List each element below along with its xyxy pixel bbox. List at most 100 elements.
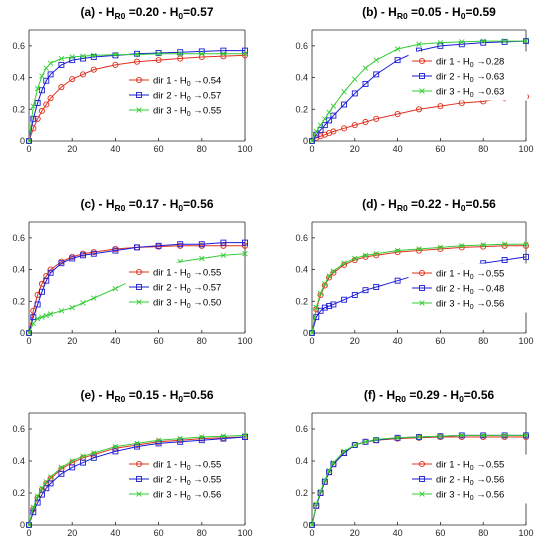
data-point: [394, 57, 401, 64]
legend-label-value: →0.63: [474, 72, 505, 83]
legend-label-subscript: 0: [187, 81, 191, 88]
data-point: [90, 451, 97, 458]
legend-entry: dir 2 - H0 →0.63: [412, 72, 504, 85]
x-tick-label: 0: [26, 144, 31, 154]
y-tick-label: 0.2: [12, 296, 25, 306]
data-point: [415, 106, 423, 113]
data-point: [326, 273, 332, 279]
x-tick-label: 40: [393, 528, 403, 538]
chart-title-sub2: 0: [178, 11, 183, 21]
data-point: [34, 85, 41, 92]
legend-label: dir 2 - H0 →0.57: [153, 91, 221, 104]
data-point: [26, 522, 32, 528]
data-point: [30, 509, 37, 516]
legend-label-subscript: 0: [470, 92, 474, 99]
data-point: [91, 450, 97, 456]
data-point: [313, 501, 319, 507]
data-point: [341, 448, 347, 455]
series-line: [311, 40, 527, 142]
y-tick-label: 0.4: [295, 73, 308, 83]
y-tick-label: 0.2: [295, 296, 308, 306]
data-point: [317, 307, 324, 314]
data-point: [373, 436, 379, 443]
legend-marker: [135, 76, 143, 84]
data-series: [308, 93, 530, 145]
data-point: [155, 242, 162, 249]
legend-label-value: →0.55: [191, 475, 222, 486]
legend-label-text: dir 2 - H: [153, 283, 187, 294]
data-point: [91, 295, 97, 301]
x-tick-label: 40: [393, 336, 403, 346]
data-point: [30, 504, 37, 511]
chart-title-mid: =0.20 - H: [125, 5, 178, 19]
data-point: [351, 442, 358, 448]
data-point: [69, 255, 76, 262]
legend-label-value: →0.56: [474, 299, 505, 310]
data-point: [43, 277, 50, 284]
legend-entry: dir 1 - H0 →0.55: [412, 269, 504, 281]
data-series: [309, 38, 529, 144]
data-point: [480, 38, 486, 44]
data-point: [58, 61, 65, 68]
x-tick-label: 100: [237, 144, 252, 154]
legend-label-text: dir 3 - H: [436, 490, 470, 501]
data-point: [330, 103, 337, 109]
y-tick-label: 0.6: [295, 233, 308, 243]
series-line: [311, 245, 526, 334]
data-point: [501, 38, 508, 44]
data-point: [373, 252, 380, 259]
data-point: [155, 440, 162, 447]
x-tick-label: 100: [518, 528, 533, 538]
x-tick-label: 0: [309, 528, 314, 538]
chart-title-mid: =0.17 - H: [125, 197, 178, 211]
chart-panel: (d) - HR0 =0.22 - H0=0.560 20 40 60 80 10000.…: [295, 197, 533, 346]
legend-label-subscript: 0: [187, 96, 191, 103]
chart-title-sub1: R0: [114, 203, 125, 213]
series-line: [28, 50, 245, 142]
y-tick-label: 0.6: [12, 41, 25, 51]
legend-label: dir 1 - H0 →0.55: [436, 460, 504, 473]
data-point: [501, 38, 508, 45]
data-point: [341, 101, 348, 108]
data-point: [38, 107, 46, 114]
data-point: [330, 461, 337, 468]
series-line: [28, 242, 245, 334]
legend-label-subscript: 0: [470, 289, 474, 296]
legend-marker: [135, 460, 143, 468]
data-point: [373, 284, 380, 290]
data-point: [458, 244, 465, 251]
legend-label-subscript: 0: [187, 465, 191, 472]
data-point: [362, 438, 369, 445]
data-point: [199, 434, 205, 440]
data-point: [177, 55, 184, 62]
data-point: [80, 252, 86, 259]
data-point: [416, 434, 422, 440]
data-point: [30, 320, 37, 327]
data-point: [322, 477, 328, 483]
x-tick-label: 40: [393, 144, 403, 154]
chart-title-prefix: (c) - H: [80, 197, 114, 211]
data-point: [26, 330, 32, 336]
legend-marker: [136, 92, 142, 98]
data-point: [177, 241, 184, 248]
x-tick-label: 40: [110, 528, 120, 538]
data-point: [90, 54, 97, 60]
legend-label-text: dir 3 - H: [436, 299, 470, 310]
chart-title-suffix: =0.59: [465, 5, 496, 19]
data-point: [91, 52, 97, 59]
x-tick-label: 20: [350, 336, 360, 346]
data-point: [416, 41, 422, 47]
legend-label-text: dir 2 - H: [436, 284, 470, 295]
data-point: [220, 239, 227, 246]
legend-label: dir 2 - H0 →0.63: [436, 72, 504, 85]
legend-label-text: dir 2 - H: [436, 72, 470, 83]
data-point: [79, 71, 87, 78]
legend-marker: [136, 491, 142, 497]
data-point: [80, 453, 86, 459]
data-point: [112, 51, 119, 58]
x-tick-label: 20: [350, 528, 360, 538]
data-point: [39, 73, 45, 79]
data-point: [480, 243, 487, 250]
